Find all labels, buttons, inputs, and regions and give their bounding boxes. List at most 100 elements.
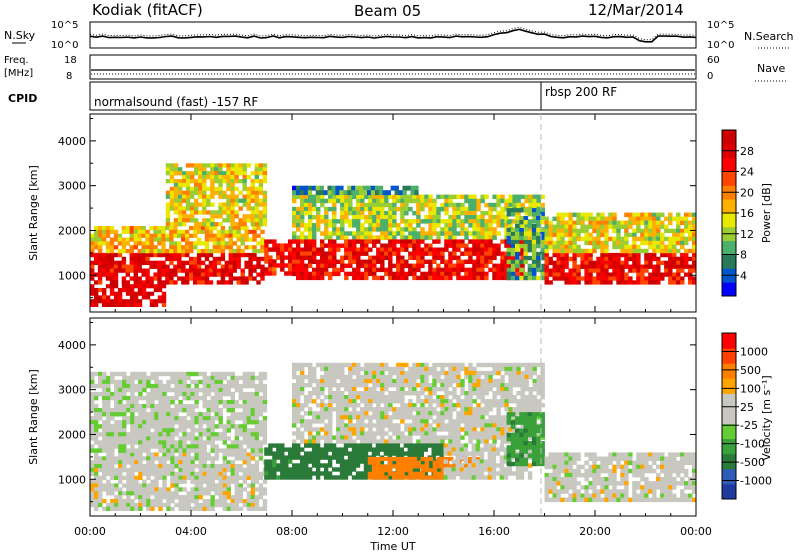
- heatmap-cell-region-3: [328, 391, 332, 395]
- heatmap-cell-region-6: [384, 244, 388, 248]
- heatmap-cell-region-3: [424, 371, 428, 375]
- heatmap-cell-region-0: [165, 280, 169, 284]
- heatmap-cell-region-6: [404, 248, 408, 252]
- heatmap-cell-region-0: [193, 257, 197, 261]
- heatmap-cell-region-6: [368, 256, 372, 260]
- heatmap-cell-region-3: [186, 179, 190, 183]
- heatmap-cell-region-3: [328, 383, 332, 387]
- heatmap-cell-region-0: [162, 452, 166, 456]
- heatmap-cell-region-10: [684, 217, 688, 221]
- heatmap-cell-region-1: [194, 388, 198, 392]
- heatmap-cell-region-3: [388, 419, 392, 423]
- heatmap-cell-region-3: [364, 403, 368, 407]
- heatmap-cell-region-1: [251, 392, 255, 396]
- heatmap-cell-region-3: [392, 415, 396, 419]
- heatmap-cell-region-10: [672, 217, 676, 221]
- heatmap-cell-region-0: [190, 495, 194, 499]
- heatmap-cell-region-5: [496, 219, 500, 224]
- heatmap-cell-region-1: [199, 444, 203, 448]
- heatmap-cell-region-0: [260, 276, 264, 280]
- heatmap-cell-region-0: [150, 480, 154, 484]
- heatmap-cell-region-1: [122, 408, 126, 412]
- heatmap-cell-region-5: [448, 231, 452, 236]
- heatmap-cell-region-3: [300, 423, 304, 427]
- heatmap-cell-region-10: [568, 249, 572, 253]
- heatmap-cell-region-1: [231, 440, 235, 444]
- heatmap-cell-region-0: [161, 253, 165, 257]
- heatmap-cell-region-3: [320, 407, 324, 411]
- heatmap-cell-region-2: [130, 284, 134, 288]
- heatmap-cell-region-3: [360, 411, 364, 415]
- heatmap-cell-region-1: [181, 238, 185, 242]
- heatmap-cell-region-5: [436, 207, 440, 212]
- heatmap-cell-region-10: [648, 233, 652, 237]
- heatmap-cell-region-3: [296, 415, 300, 419]
- heatmap-cell-region-1: [102, 230, 106, 234]
- heatmap-cell-region-0: [193, 276, 197, 280]
- heatmap-cell-region-10: [656, 237, 660, 241]
- heatmap-cell-region-1: [153, 230, 157, 234]
- heatmap-cell-region-5: [348, 219, 352, 224]
- heatmap-cell-region-1: [251, 444, 255, 448]
- heatmap-cell-region-3: [255, 187, 259, 191]
- heatmap-cell-region-3: [263, 175, 267, 179]
- heatmap-cell-region-0: [251, 507, 255, 511]
- heatmap-cell-region-5: [424, 195, 428, 200]
- heatmap-cell-region-3: [352, 399, 356, 403]
- heatmap-cell-region-1: [126, 440, 130, 444]
- heatmap-cell-region-10: [660, 233, 664, 237]
- heatmap-cell-region-3: [452, 367, 456, 371]
- heatmap-cell-region-0: [106, 483, 110, 487]
- heatmap-cell-region-1: [189, 241, 193, 245]
- heatmap-cell-region-5: [304, 235, 308, 240]
- heatmap-cell-region-0: [186, 456, 190, 460]
- heatmap-cell-region-1: [94, 404, 98, 408]
- heatmap-cell-region-9: [564, 273, 568, 277]
- heatmap-cell-region-0: [94, 456, 98, 460]
- heatmap-cell-region-1: [211, 416, 215, 420]
- heatmap-cell-region-0: [90, 265, 94, 269]
- heatmap-cell-region-3: [336, 383, 340, 387]
- heatmap-cell-region-6: [420, 276, 424, 280]
- heatmap-cell-region-10: [557, 237, 561, 241]
- heatmap-cell-region-3: [464, 399, 468, 403]
- heatmap-cell-region-1: [213, 234, 217, 238]
- heatmap-cell-region-3: [364, 423, 368, 427]
- heatmap-cell-region-3: [396, 411, 400, 415]
- heatmap-cell-region-1: [182, 424, 186, 428]
- heatmap-cell-region-8: [519, 244, 524, 248]
- heatmap-cell-region-9: [564, 280, 568, 284]
- heatmap-cell-region-5: [372, 207, 376, 212]
- heatmap-cell-region-6: [468, 276, 472, 280]
- heatmap-cell-region-0: [255, 472, 259, 476]
- heatmap-cell-region-3: [428, 431, 432, 435]
- heatmap-cell-region-0: [193, 269, 197, 273]
- heatmap-cell-region-3: [488, 383, 492, 387]
- heatmap-cell-region-5: [488, 203, 492, 208]
- heatmap-cell-region-5: [340, 195, 344, 200]
- heatmap-cell-region-5: [396, 195, 400, 200]
- heatmap-cell-region-0: [102, 464, 106, 468]
- heatmap-cell-region-5: [332, 211, 336, 216]
- heatmap-cell-region-4: [268, 255, 272, 259]
- heatmap-cell-region-3: [214, 191, 218, 195]
- heatmap-cell-region-3: [416, 431, 420, 435]
- heatmap-cell-region-3: [226, 218, 230, 222]
- heatmap-cell-region-6: [428, 244, 432, 248]
- heatmap-cell-region-6: [440, 268, 444, 272]
- heatmap-cell-region-1: [186, 384, 190, 388]
- heatmap-cell-region-2: [102, 288, 106, 292]
- heatmap-cell-region-1: [243, 432, 247, 436]
- heatmap-cell-region-3: [368, 431, 372, 435]
- heatmap-cell-region-3: [292, 431, 296, 435]
- heatmap-cell-region-10: [640, 237, 644, 241]
- heatmap-cell-region-3: [344, 399, 348, 403]
- heatmap-cell-region-5: [444, 227, 448, 232]
- heatmap-cell-region-5: [312, 199, 316, 204]
- heatmap-cell-region-3: [344, 403, 348, 407]
- heatmap-cell-region-5: [460, 211, 464, 216]
- heatmap-cell-region-0: [106, 452, 110, 456]
- heatmap-cell-region-6: [348, 252, 352, 256]
- heatmap-cell-region-3: [444, 427, 448, 431]
- heatmap-cell-region-3: [480, 423, 484, 427]
